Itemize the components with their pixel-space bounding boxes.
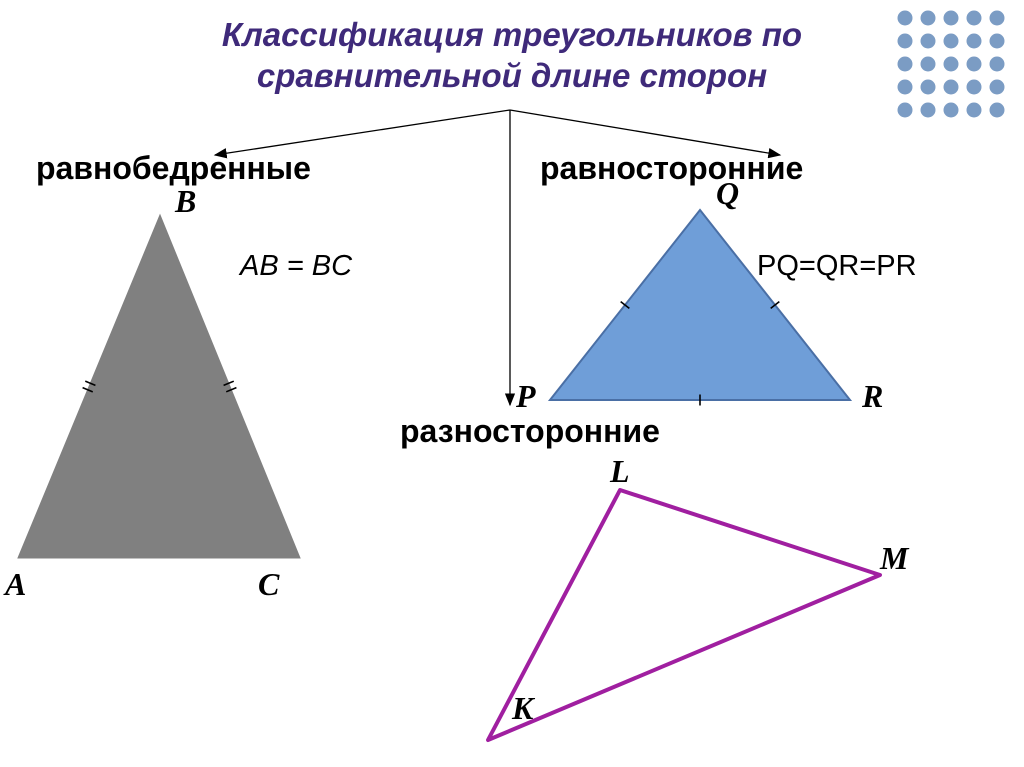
vertex-K: K bbox=[512, 690, 533, 727]
scalene-triangle bbox=[0, 0, 1024, 767]
vertex-M: M bbox=[880, 540, 908, 577]
vertex-L: L bbox=[610, 453, 630, 490]
